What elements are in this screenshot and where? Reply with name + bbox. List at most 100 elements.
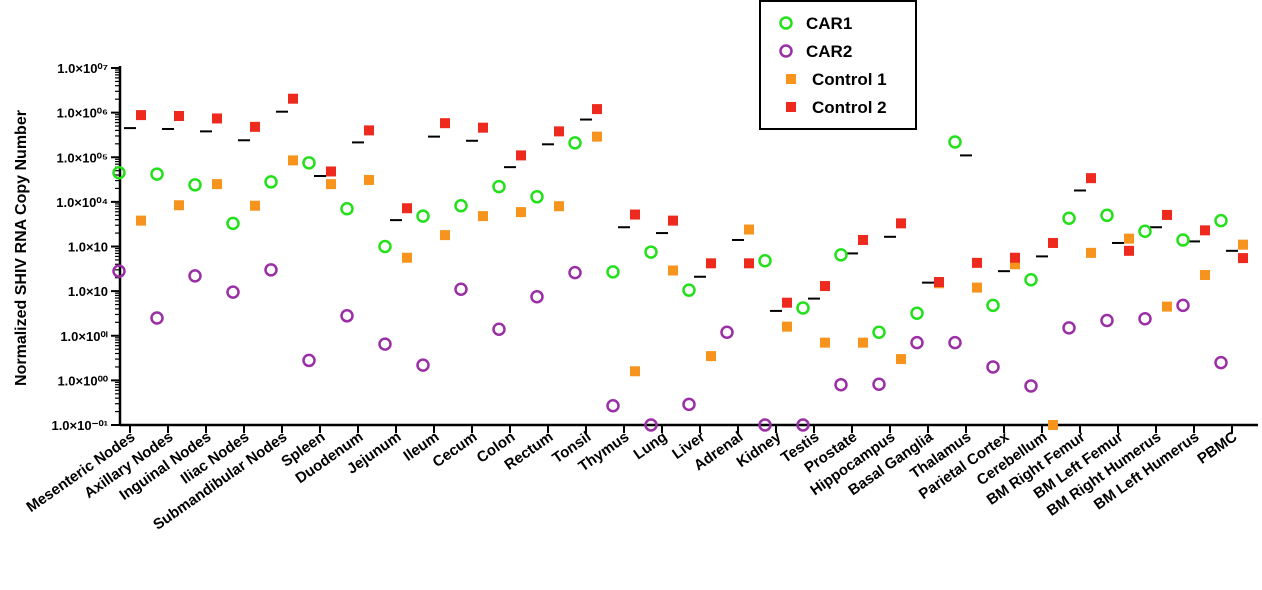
point-car1: [266, 176, 277, 187]
point-control-2: [706, 258, 716, 268]
point-control-2: [858, 235, 868, 245]
y-axis-label: Normalized SHIV RNA Copy Number: [13, 110, 30, 386]
point-control-2: [782, 298, 792, 308]
point-control-2: [1086, 173, 1096, 183]
point-car2: [1064, 322, 1075, 333]
legend-label: Control 1: [812, 70, 887, 89]
y-tick-label: 1.0×10⁰⁵: [57, 150, 108, 165]
point-control-1: [744, 225, 754, 235]
point-car2: [418, 360, 429, 371]
point-car1: [912, 308, 923, 319]
legend-label: CAR2: [806, 42, 852, 61]
point-car1: [836, 249, 847, 260]
point-control-1: [250, 201, 260, 211]
point-control-1: [440, 230, 450, 240]
point-control-1: [592, 132, 602, 142]
point-control-2: [972, 258, 982, 268]
point-car1: [1102, 210, 1113, 221]
x-tick-label: Kidney: [734, 428, 785, 471]
point-car2: [1102, 315, 1113, 326]
point-car1: [1140, 226, 1151, 237]
point-car2: [266, 264, 277, 275]
point-control-1: [364, 175, 374, 185]
point-control-2: [1238, 253, 1248, 263]
point-control-1: [706, 351, 716, 361]
point-control-1: [820, 338, 830, 348]
point-car1: [152, 169, 163, 180]
point-car2: [1026, 380, 1037, 391]
point-car1: [1064, 213, 1075, 224]
point-car2: [1178, 300, 1189, 311]
y-tick-label: 1.0×10⁰⁳: [68, 240, 108, 255]
point-control-2: [250, 122, 260, 132]
point-car1: [684, 285, 695, 296]
point-car1: [228, 218, 239, 229]
legend: CAR1 CAR2 Control 1 Control 2: [760, 1, 916, 129]
point-car1: [988, 300, 999, 311]
point-car2: [380, 339, 391, 350]
point-car1: [1026, 274, 1037, 285]
point-control-2: [934, 277, 944, 287]
point-car2: [456, 284, 467, 295]
point-car2: [190, 270, 201, 281]
point-car2: [1216, 357, 1227, 368]
point-car1: [874, 327, 885, 338]
point-car2: [494, 324, 505, 335]
point-control-2: [174, 111, 184, 121]
point-car2: [988, 361, 999, 372]
point-control-2: [212, 113, 222, 123]
point-control-1: [1162, 302, 1172, 312]
x-tick-label: PBMC: [1194, 428, 1240, 467]
point-control-1: [858, 338, 868, 348]
point-control-2: [554, 126, 564, 136]
point-control-2: [896, 218, 906, 228]
point-car2: [874, 379, 885, 390]
point-control-2: [364, 125, 374, 135]
x-tick-label: Cecum: [430, 428, 481, 471]
point-car2: [912, 337, 923, 348]
point-car2: [950, 337, 961, 348]
point-control-1: [896, 354, 906, 364]
point-car2: [152, 312, 163, 323]
point-car1: [760, 255, 771, 266]
point-control-2: [440, 118, 450, 128]
point-control-2: [516, 150, 526, 160]
point-car1: [418, 211, 429, 222]
legend-label: CAR1: [806, 14, 852, 33]
point-control-1: [516, 207, 526, 217]
point-car1: [456, 200, 467, 211]
point-control-2: [820, 281, 830, 291]
y-tick-label: 1.0×10⁰⁰: [57, 373, 108, 388]
point-control-1: [630, 366, 640, 376]
point-control-2: [1162, 210, 1172, 220]
y-tick-label: 1.0×10⁰⁶: [57, 106, 108, 121]
legend-marker: [786, 74, 796, 84]
point-car1: [950, 136, 961, 147]
point-control-1: [136, 216, 146, 226]
point-control-2: [1200, 225, 1210, 235]
x-tick-label: Lung: [631, 428, 671, 463]
point-car2: [1140, 313, 1151, 324]
point-control-2: [478, 123, 488, 133]
point-control-1: [402, 253, 412, 263]
point-car2: [532, 291, 543, 302]
data-marks: [114, 94, 1249, 431]
point-car2: [684, 399, 695, 410]
point-control-1: [668, 265, 678, 275]
point-car1: [1178, 234, 1189, 245]
point-control-1: [782, 322, 792, 332]
y-tick-label: 1.0×10⁰⁲: [68, 284, 108, 299]
point-control-1: [1124, 234, 1134, 244]
y-tick-label: 1.0×10⁻⁰¹: [51, 418, 108, 433]
x-axis: Mesenteric NodesAxillary NodesInguinal N…: [23, 425, 1258, 534]
point-control-2: [288, 94, 298, 104]
point-car1: [304, 157, 315, 168]
point-car1: [646, 247, 657, 258]
point-control-1: [478, 211, 488, 221]
point-car1: [494, 181, 505, 192]
point-control-2: [136, 110, 146, 120]
point-control-1: [326, 179, 336, 189]
point-car2: [722, 327, 733, 338]
point-car1: [532, 191, 543, 202]
